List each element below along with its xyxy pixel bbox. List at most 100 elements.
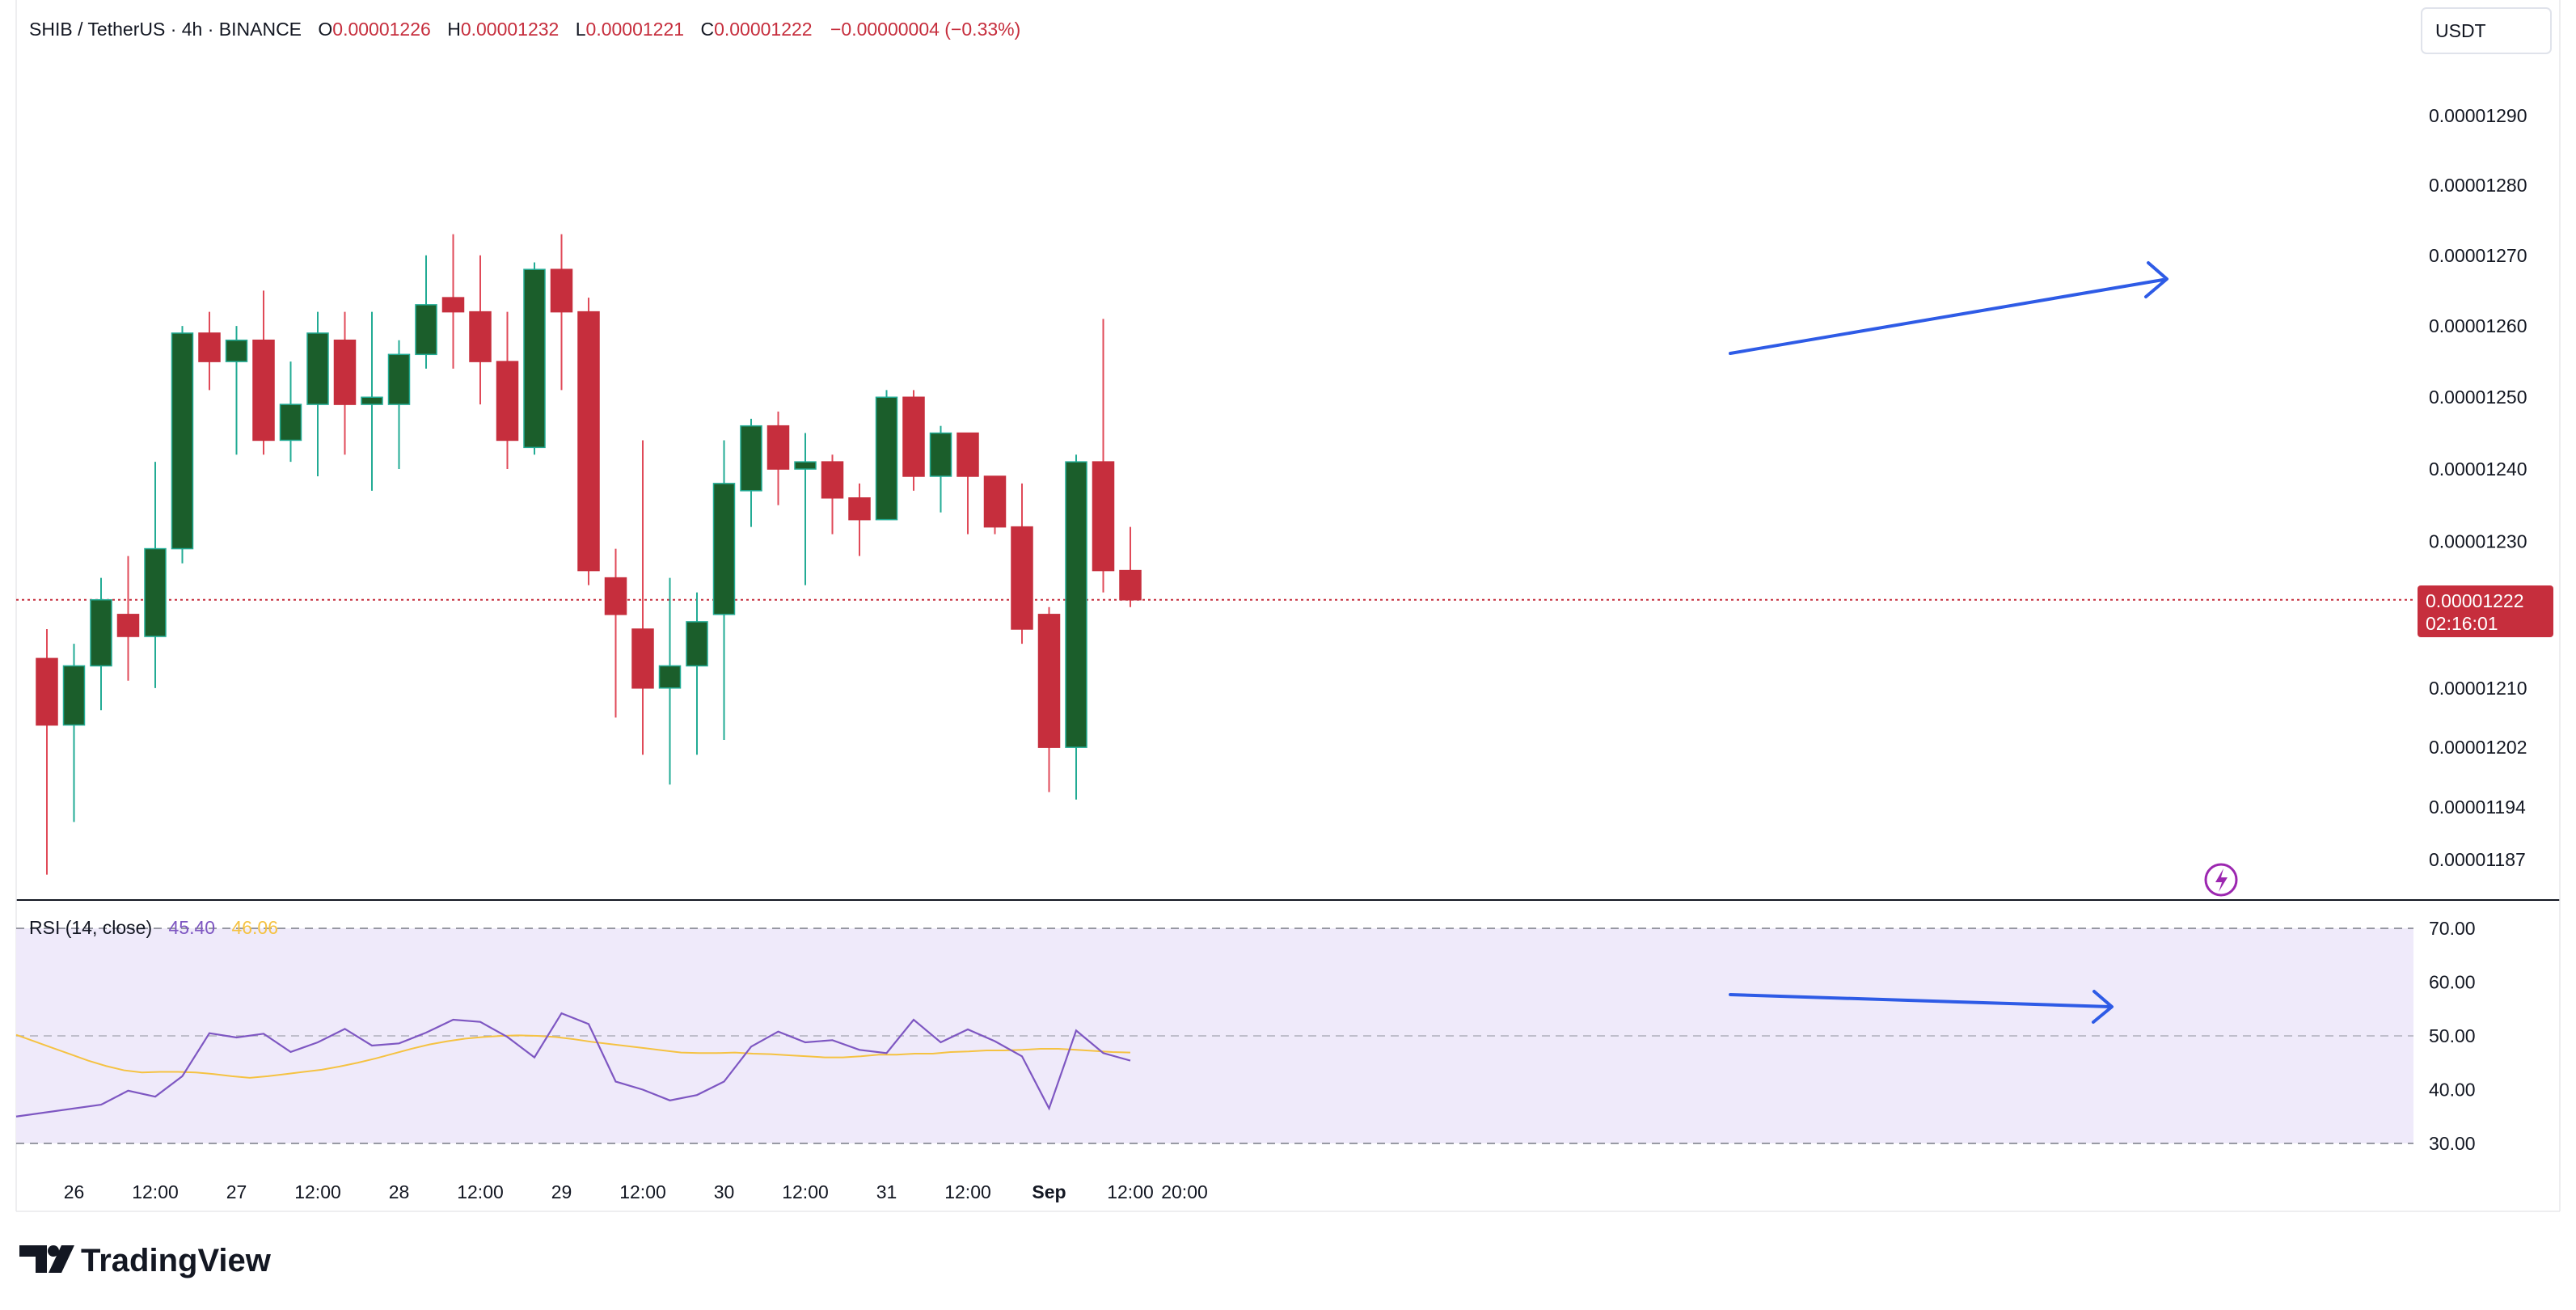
candle-body (252, 339, 275, 442)
time-tick-label: 12:00 (1107, 1181, 1154, 1202)
rsi-value: 45.40 (169, 917, 216, 938)
close-value: 0.00001222 (714, 19, 813, 40)
rsi-line (15, 1012, 1131, 1118)
candle-body (62, 665, 86, 726)
candle[interactable] (523, 262, 546, 455)
candle[interactable] (1119, 526, 1142, 607)
candle-body (333, 339, 357, 405)
price-tick-label: 0.00001250 (2429, 387, 2527, 408)
candle[interactable] (361, 311, 383, 491)
candle[interactable] (306, 311, 329, 476)
time-tick-label: 20:00 (1161, 1181, 1208, 1202)
time-tick-label: 27 (226, 1181, 247, 1202)
candle-body (929, 432, 952, 477)
rsi-axis-ticks: 70.00 60.00 50.00 40.00 30.00 (2429, 918, 2476, 1154)
candle[interactable] (983, 475, 1007, 535)
candle[interactable] (604, 548, 627, 718)
candle[interactable] (62, 644, 86, 822)
time-tick-label: 12:00 (782, 1181, 829, 1202)
candle-body (983, 475, 1007, 528)
rsi-trend-arrow[interactable] (1729, 990, 2114, 1024)
candle[interactable] (387, 340, 411, 470)
candle[interactable] (848, 483, 871, 556)
candle-body (577, 311, 600, 572)
candle-body (766, 425, 790, 470)
candle[interactable] (36, 628, 58, 875)
time-tick-label: 12:00 (944, 1181, 991, 1202)
candles[interactable] (36, 234, 1142, 875)
lightning-icon[interactable] (2204, 863, 2238, 897)
candle[interactable] (252, 290, 275, 455)
currency-label: USDT (2435, 20, 2486, 41)
rsi-tick-label: 60.00 (2429, 972, 2476, 993)
candle[interactable] (496, 311, 519, 470)
candle-body (279, 404, 302, 442)
candle[interactable] (1065, 454, 1087, 800)
change-value: −0.00000004 (−0.33%) (830, 19, 1020, 40)
candle[interactable] (1037, 606, 1061, 792)
last-price-tag: 0.00001222 02:16:01 (2418, 585, 2553, 637)
candle[interactable] (929, 425, 952, 513)
rsi-ma-value: 46.06 (231, 917, 278, 938)
low-label: L (576, 19, 586, 40)
time-tick-label: 26 (64, 1181, 85, 1202)
candle[interactable] (794, 433, 817, 585)
candle[interactable] (956, 432, 979, 535)
last-price-label: 0.00001222 (2426, 590, 2524, 611)
candle[interactable] (469, 255, 492, 405)
candle[interactable] (198, 311, 221, 391)
time-tick-label: 12:00 (132, 1181, 179, 1202)
candle[interactable] (902, 390, 925, 491)
tradingview-logo-icon (19, 1245, 74, 1273)
price-axis-ticks: 0.00001290 0.00001280 0.00001270 0.00001260… (2429, 105, 2527, 870)
candle[interactable] (279, 361, 302, 463)
candle-body (902, 396, 925, 477)
price-trend-arrow[interactable] (1729, 261, 2168, 355)
candle-body (387, 353, 411, 405)
candle[interactable] (441, 234, 465, 369)
price-tick-label: 0.00001202 (2429, 737, 2527, 758)
price-tick-label: 0.00001240 (2429, 458, 2527, 480)
candle[interactable] (1092, 319, 1115, 593)
candle[interactable] (821, 454, 844, 535)
tradingview-wordmark: TradingView (81, 1243, 272, 1278)
time-tick-label: Sep (1032, 1181, 1066, 1202)
candle[interactable] (550, 234, 573, 391)
time-tick-label: 12:00 (619, 1181, 666, 1202)
candle[interactable] (686, 592, 708, 755)
candle-body (116, 614, 140, 637)
price-tick-label: 0.00001194 (2429, 797, 2526, 818)
candle-body (686, 621, 708, 667)
time-tick-label: 12:00 (457, 1181, 504, 1202)
candle[interactable] (144, 462, 167, 688)
candle-body (821, 461, 844, 499)
price-tick-label: 0.00001270 (2429, 245, 2527, 266)
candle[interactable] (1011, 483, 1033, 644)
candle[interactable] (171, 326, 194, 564)
candle[interactable] (658, 577, 682, 785)
close-label: C (700, 19, 714, 40)
price-tick-label: 0.00001230 (2429, 531, 2527, 552)
time-tick-label: 29 (551, 1181, 572, 1202)
candle-body (631, 628, 654, 689)
candle-body (740, 425, 762, 492)
candle-body (604, 577, 627, 615)
candle-body (523, 268, 546, 449)
candle[interactable] (577, 298, 600, 585)
candle[interactable] (712, 440, 736, 740)
high-value: 0.00001232 (461, 19, 560, 40)
candle[interactable] (116, 556, 140, 681)
candle-body (658, 665, 682, 689)
candle[interactable] (225, 326, 248, 455)
rsi-tick-label: 70.00 (2429, 918, 2476, 939)
candle[interactable] (766, 411, 790, 505)
tradingview-logo[interactable]: TradingView (19, 1243, 272, 1278)
candle-body (198, 332, 221, 362)
candle[interactable] (631, 440, 654, 755)
candle[interactable] (333, 311, 357, 455)
candle[interactable] (875, 390, 898, 521)
candle[interactable] (740, 418, 762, 527)
candle[interactable] (90, 577, 112, 711)
currency-button[interactable]: USDT (2421, 7, 2552, 54)
candle[interactable] (415, 255, 437, 369)
